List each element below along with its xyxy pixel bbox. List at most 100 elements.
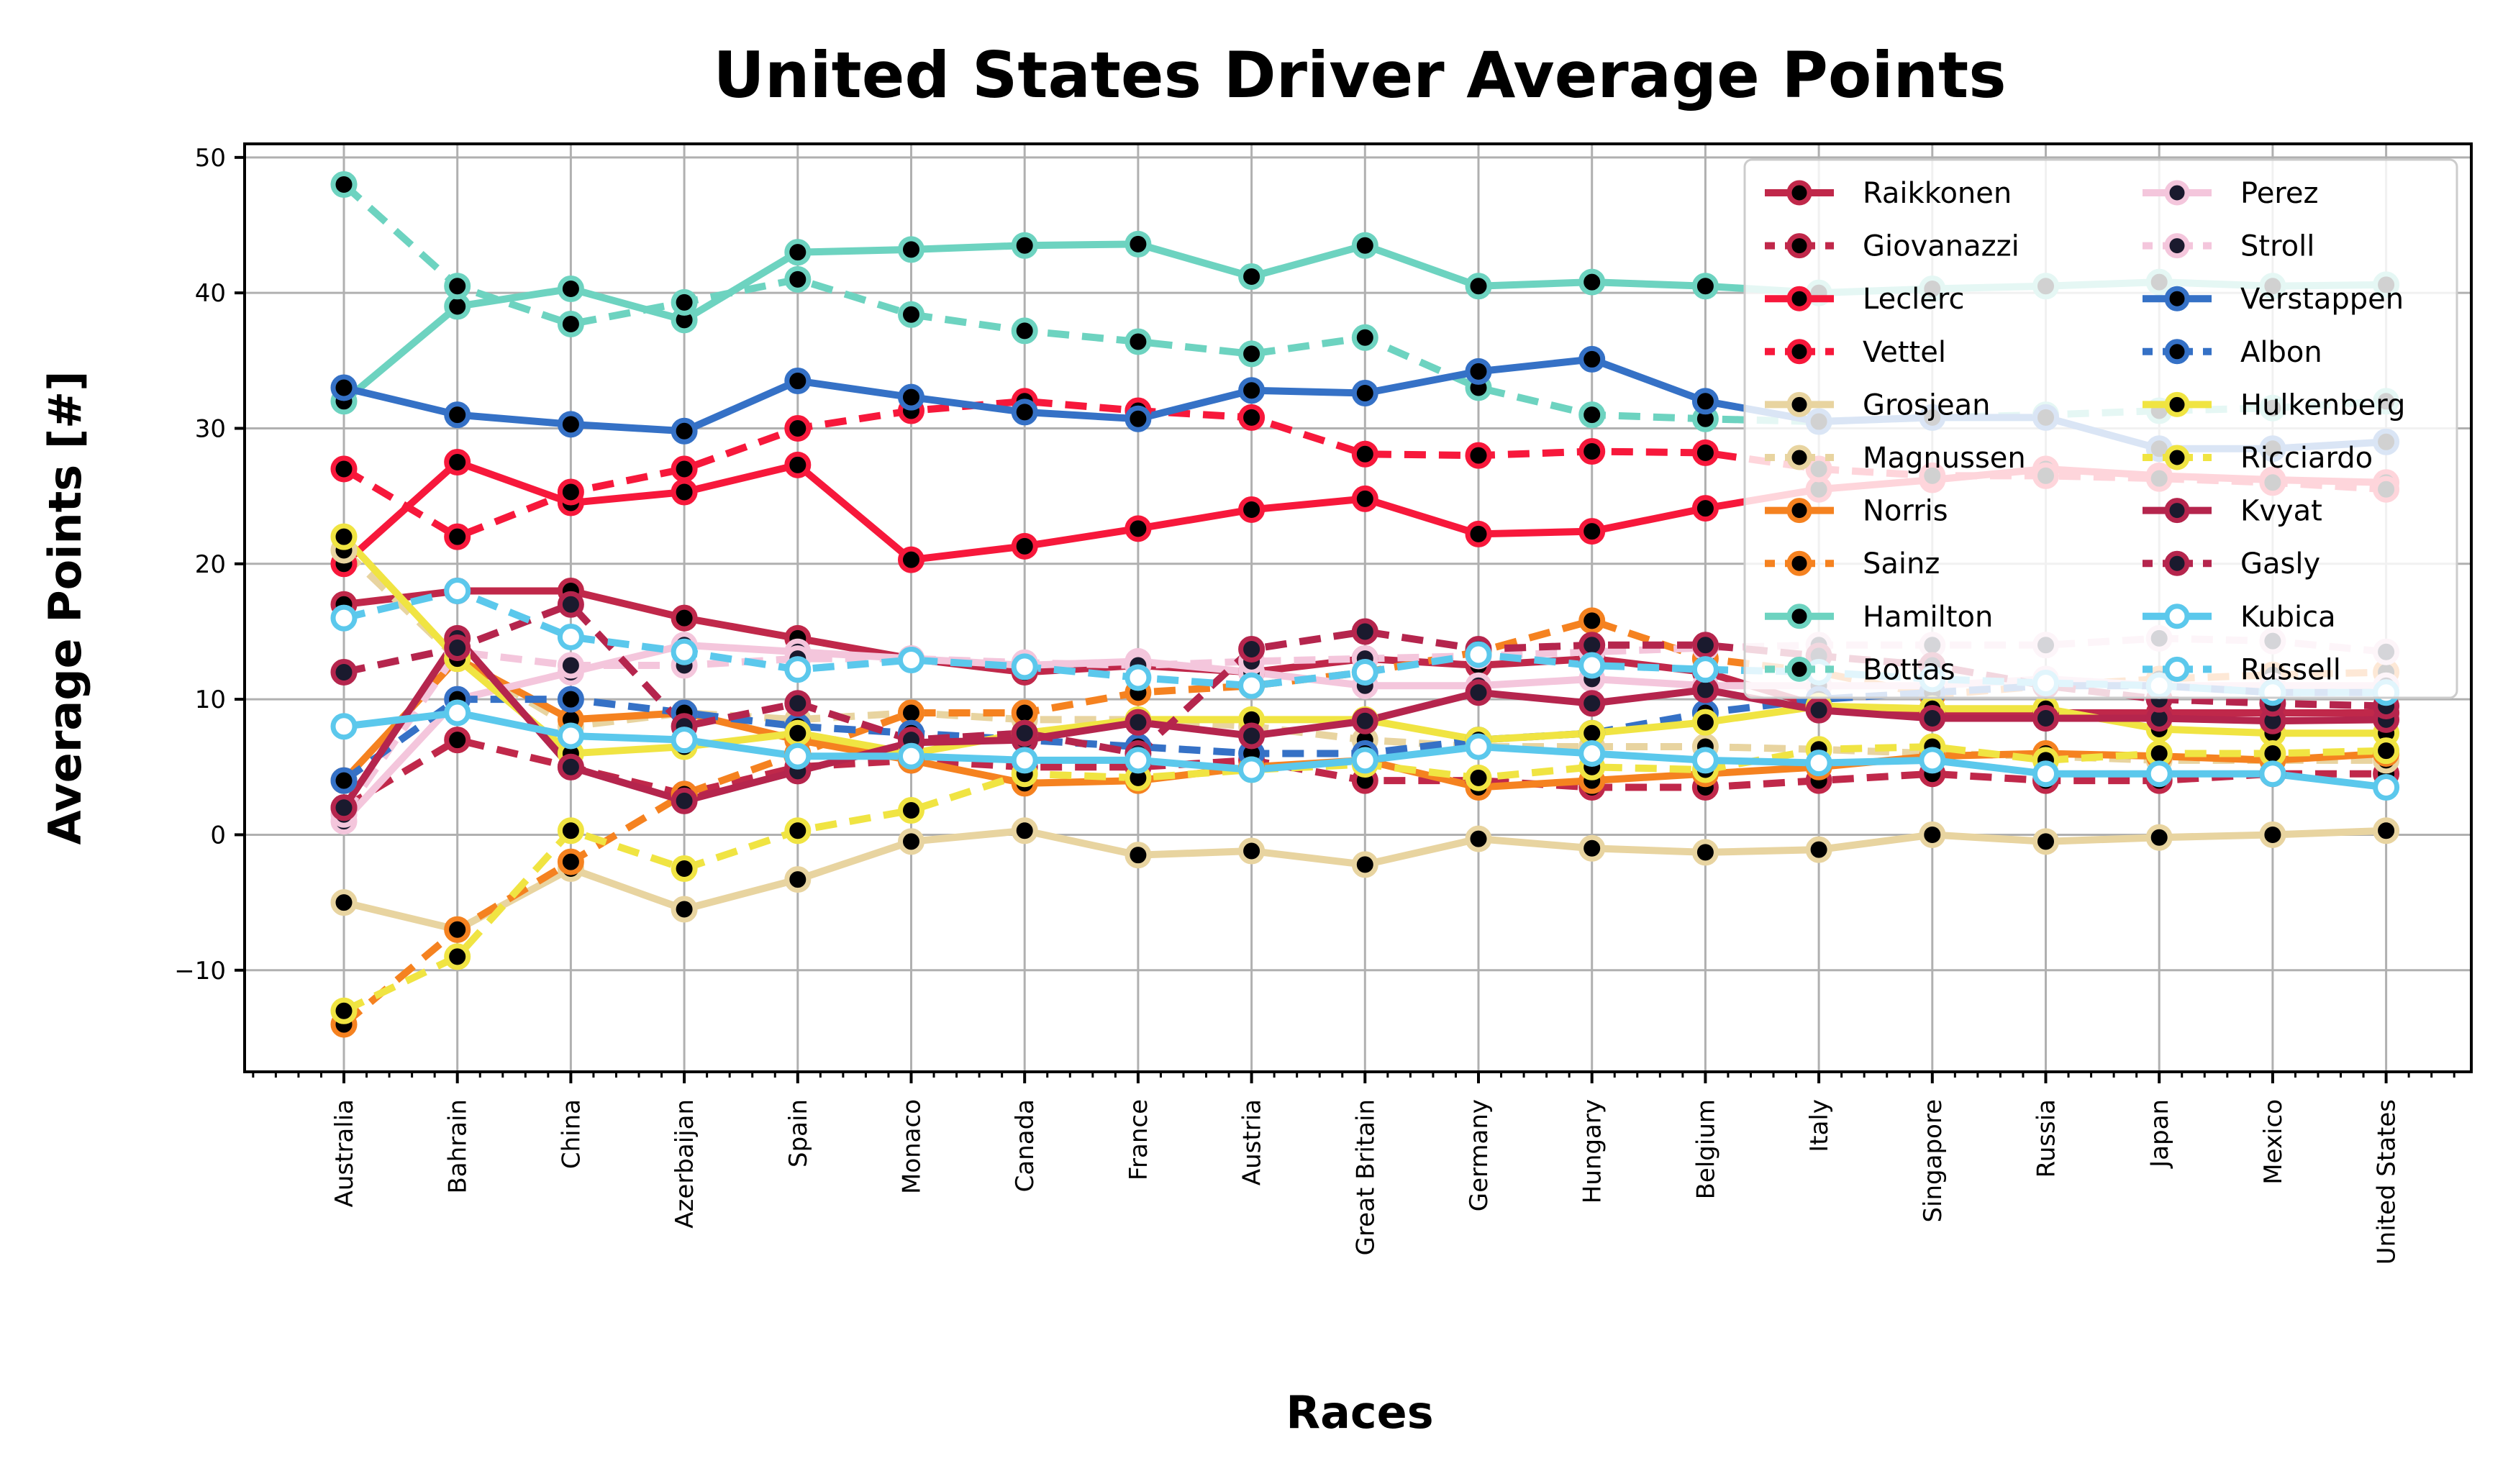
x-tick-label: Great Britain (1351, 1099, 1380, 1255)
data-point (444, 577, 471, 604)
data-point (1465, 442, 1492, 469)
y-tick-label: 50 (195, 144, 226, 173)
data-point (444, 449, 471, 476)
data-point (557, 623, 584, 650)
x-tick-label: Azerbaijan (671, 1099, 699, 1229)
data-point (330, 713, 358, 740)
data-point (1238, 837, 1266, 865)
data-point (557, 276, 584, 303)
data-point (444, 727, 471, 754)
x-tick-label: Germany (1465, 1099, 1494, 1211)
data-point (330, 889, 358, 916)
data-point (1011, 232, 1038, 259)
legend-entry-verstappen: Verstappen (2143, 283, 2404, 316)
data-point (1578, 518, 1606, 545)
data-point (1124, 328, 1152, 355)
legend-label: Perez (2240, 177, 2318, 210)
data-point (1124, 515, 1152, 542)
data-point (1691, 839, 1719, 866)
plot-frame (243, 142, 2473, 1073)
data-point (557, 652, 584, 679)
data-point (1124, 230, 1152, 258)
x-tick-label: Russia (2032, 1099, 2061, 1178)
data-point (1465, 641, 1492, 668)
data-point (1238, 672, 1266, 699)
data-point (557, 722, 584, 750)
data-point (1919, 747, 1946, 774)
data-point (784, 742, 812, 770)
data-point (1011, 532, 1038, 560)
data-point (1124, 664, 1152, 691)
legend-label: Sainz (1863, 547, 1940, 581)
data-point (784, 451, 812, 478)
y-tick-label: 10 (195, 686, 226, 714)
legend-entry-leclerc: Leclerc (1765, 283, 1964, 316)
data-point (557, 817, 584, 845)
data-point (1351, 485, 1378, 512)
x-tick-label: France (1124, 1099, 1153, 1180)
x-tick-label: Hungary (1578, 1099, 1607, 1203)
data-point (784, 239, 812, 266)
legend-marker (1786, 498, 1812, 524)
data-point (671, 478, 698, 506)
data-point (1465, 358, 1492, 385)
legend-entry-raikkonen: Raikkonen (1765, 177, 2012, 210)
data-point (898, 301, 924, 328)
data-point (784, 368, 812, 395)
data-point (1238, 756, 1266, 783)
data-point (1691, 747, 1719, 774)
data-point (784, 817, 812, 845)
data-point (557, 310, 584, 337)
data-point (1238, 496, 1266, 523)
legend-label: Hamilton (1863, 601, 1993, 634)
data-point (1011, 317, 1038, 345)
y-axis-label: Average Points [#] (39, 371, 91, 845)
x-tick-label: Singapore (1919, 1099, 1948, 1223)
data-point (444, 943, 471, 970)
legend-marker (2164, 445, 2190, 470)
legend-entry-kvyat: Kvyat (2143, 495, 2322, 528)
data-point (330, 997, 358, 1024)
legend-label: Raikkonen (1863, 177, 2012, 210)
data-point (1238, 377, 1266, 404)
data-point (330, 170, 358, 198)
data-point (1578, 607, 1606, 634)
data-point (1691, 656, 1719, 683)
legend-entry-perez: Perez (2143, 177, 2318, 210)
data-point (557, 478, 584, 506)
legend-entry-hamilton: Hamilton (1765, 601, 1993, 634)
x-axis-label: Races (1286, 1386, 1433, 1439)
data-point (1011, 719, 1038, 747)
data-point (1691, 495, 1719, 522)
legend: Raikkonen Giovanazzi Leclerc Vettel Grosjean… (1743, 158, 2458, 699)
data-point (2032, 828, 2059, 855)
legend-entry-stroll: Stroll (2143, 230, 2314, 263)
legend-entry-magnussen: Magnussen (1765, 442, 2026, 475)
legend-entry-hulkenberg: Hulkenberg (2143, 388, 2405, 422)
data-point (557, 753, 584, 780)
legend-label: Leclerc (1863, 283, 1964, 316)
legend-label: Kubica (2240, 601, 2336, 634)
data-point (2373, 737, 2400, 765)
x-tick-label: Belgium (1691, 1099, 1720, 1199)
legend-label: Kvyat (2240, 495, 2322, 528)
data-point (898, 236, 924, 263)
y-tick-label: 0 (210, 821, 226, 850)
legend-entry-norris: Norris (1765, 495, 1948, 528)
legend-marker (2164, 550, 2190, 576)
data-point (784, 265, 812, 293)
x-tick-label: Bahrain (444, 1099, 473, 1194)
legend-marker (2164, 286, 2190, 311)
data-point (1238, 263, 1266, 291)
data-point (784, 690, 812, 717)
data-point (1691, 273, 1719, 300)
data-point (1351, 232, 1378, 259)
data-point (444, 523, 471, 550)
data-point (557, 411, 584, 438)
x-tick-label: Japan (2145, 1099, 2174, 1169)
y-tick-label: 40 (195, 279, 226, 308)
data-point (330, 794, 358, 821)
data-point (898, 828, 924, 855)
x-tick-label: Austria (1238, 1099, 1267, 1185)
x-tick-label: United States (2373, 1099, 2402, 1265)
